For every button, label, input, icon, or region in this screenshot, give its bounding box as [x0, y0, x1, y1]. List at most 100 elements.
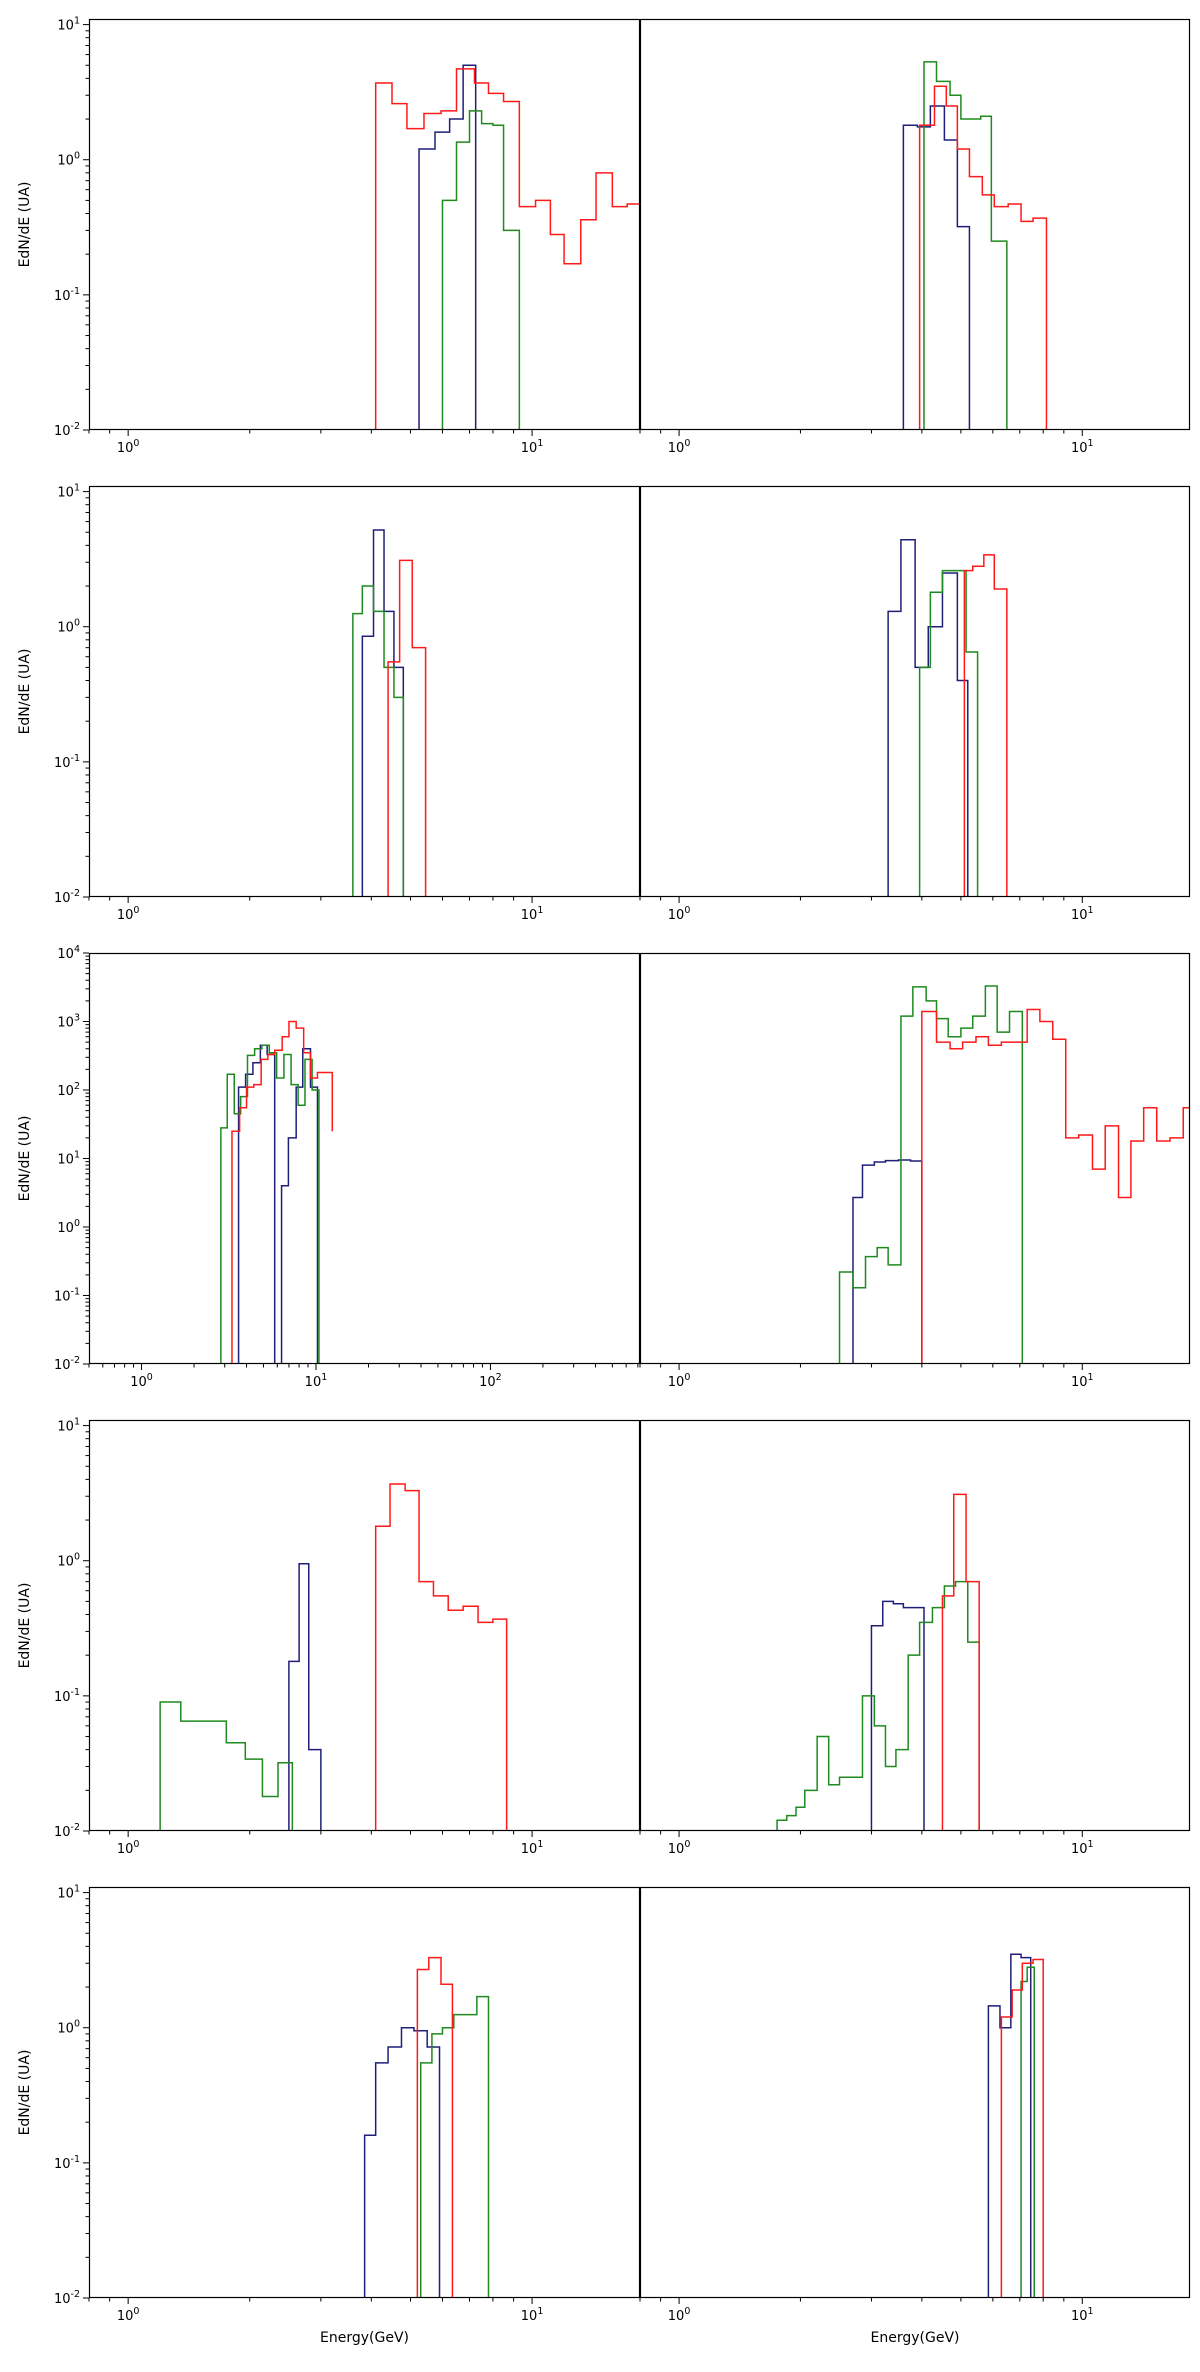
x-tick-label: 100	[130, 1372, 153, 1390]
x-tick-label: 100	[668, 1839, 691, 1857]
x-tick-label: 101	[521, 905, 544, 923]
series-red-step	[231, 1020, 334, 1364]
series-red-step	[416, 1956, 465, 2298]
y-tick-label: 102	[57, 1081, 80, 1099]
series-red-step	[941, 1493, 980, 1831]
y-tick-label: 101	[57, 16, 80, 34]
axes-frame	[88, 1419, 641, 1832]
x-tick-label: 101	[521, 2306, 544, 2324]
series-navy-step	[852, 1159, 923, 1364]
series-group	[838, 985, 1190, 1364]
series-navy-step	[288, 1562, 333, 1831]
series-red-step	[921, 1008, 1190, 1364]
x-axis-label: Energy(GeV)	[320, 2330, 409, 2346]
y-tick-label: 103	[57, 1013, 80, 1031]
axes-frame	[639, 952, 1191, 1365]
series-navy-step	[363, 2026, 441, 2298]
x-tick-label: 100	[117, 2306, 140, 2324]
series-navy-step	[887, 539, 969, 897]
series-group	[987, 1953, 1044, 2298]
panel-10: 100 101 Energy(GeV)	[639, 1886, 1191, 2346]
x-tick-label: 101	[521, 438, 544, 456]
x-tick-label: 100	[668, 1372, 691, 1390]
y-tick-label: 100	[57, 618, 80, 636]
series-red-step	[374, 1483, 508, 1831]
series-green-step	[352, 585, 405, 897]
series-navy-step	[361, 529, 405, 897]
y-axis-label: EdN/dE (UA)	[17, 2050, 33, 2136]
axes-frame	[88, 1886, 641, 2299]
y-tick-label: 10-1	[54, 1287, 80, 1305]
y-axis-label: EdN/dE (UA)	[17, 1116, 33, 1202]
series-group	[776, 1493, 980, 1831]
y-tick-label: 101	[57, 1417, 80, 1435]
x-tick-label: 101	[1071, 1372, 1094, 1390]
axes-frame	[639, 1886, 1191, 2299]
axes-frame	[639, 1419, 1191, 1832]
y-axis-label: EdN/dE (UA)	[17, 182, 33, 268]
axes-frame	[88, 485, 641, 898]
series-green-step	[419, 1995, 490, 2298]
x-tick-label: 101	[1071, 2306, 1094, 2324]
y-tick-label: 10-2	[54, 1822, 80, 1840]
series-green-step	[1020, 1966, 1035, 2298]
y-tick-label: 101	[57, 1884, 80, 1902]
series-green-step	[441, 110, 521, 430]
y-axis-label: EdN/dE (UA)	[17, 649, 33, 735]
panel-3: 100 101 10-2 10-1 100 101 EdN/dE (UA)	[17, 483, 641, 923]
series-group	[887, 539, 1008, 897]
x-tick-label: 100	[117, 438, 140, 456]
y-tick-label: 100	[57, 151, 80, 169]
series-group	[902, 61, 1048, 430]
y-tick-label: 10-1	[54, 286, 80, 304]
series-group	[352, 529, 427, 897]
series-red-step	[1000, 1958, 1044, 2298]
y-tick-label: 101	[57, 483, 80, 501]
x-tick-label: 100	[668, 2306, 691, 2324]
x-tick-label: 100	[117, 1839, 140, 1857]
series-green-step	[159, 1701, 294, 1831]
y-tick-label: 10-1	[54, 753, 80, 771]
series-navy-step	[870, 1600, 925, 1831]
panel-8: 100 101	[639, 1419, 1191, 1857]
panel-1: 100 101 10-2 10-1 100 101 EdN/dE (UA)	[17, 16, 641, 456]
series-group	[159, 1483, 508, 1831]
series-navy-step	[902, 105, 981, 430]
y-tick-label: 104	[57, 944, 80, 962]
y-tick-label: 100	[57, 1552, 80, 1570]
y-tick-label: 100	[57, 2019, 80, 2037]
y-tick-label: 10-2	[54, 421, 80, 439]
series-navy-step	[418, 64, 477, 430]
series-group	[363, 1956, 490, 2298]
y-tick-label: 10-1	[54, 1687, 80, 1705]
panel-6: 100 101	[639, 952, 1191, 1390]
y-tick-label: 100	[57, 1218, 80, 1236]
y-tick-label: 10-2	[54, 888, 80, 906]
x-tick-label: 101	[1071, 438, 1094, 456]
panel-7: 100 101 10-2 10-1 100 101 EdN/dE (UA)	[17, 1417, 641, 1857]
series-navy-step	[987, 1953, 1032, 2298]
x-tick-label: 101	[521, 1839, 544, 1857]
series-red-step	[374, 68, 640, 430]
series-group	[374, 64, 640, 430]
series-red-step	[918, 85, 1048, 430]
x-tick-label: 101	[1071, 905, 1094, 923]
x-tick-label: 100	[668, 438, 691, 456]
y-tick-label: 101	[57, 1150, 80, 1168]
panel-9: 100 101 10-2 10-1 100 101 EdN/dE (UA) Energy(Ge…	[17, 1884, 641, 2346]
x-tick-label: 100	[117, 905, 140, 923]
axes-frame	[639, 485, 1191, 898]
x-tick-label: 100	[668, 905, 691, 923]
axes-frame	[88, 18, 641, 431]
series-red-step	[963, 554, 1008, 897]
x-tick-label: 102	[479, 1372, 502, 1390]
panel-4: 100 101	[639, 485, 1191, 923]
y-tick-label: 10-2	[54, 1355, 80, 1373]
y-tick-label: 10-1	[54, 2154, 80, 2172]
y-axis-label: EdN/dE (UA)	[17, 1583, 33, 1669]
series-green-step	[838, 985, 1035, 1364]
series-green-step	[220, 1044, 320, 1364]
x-tick-label: 101	[305, 1372, 328, 1390]
series-group	[220, 1020, 334, 1364]
